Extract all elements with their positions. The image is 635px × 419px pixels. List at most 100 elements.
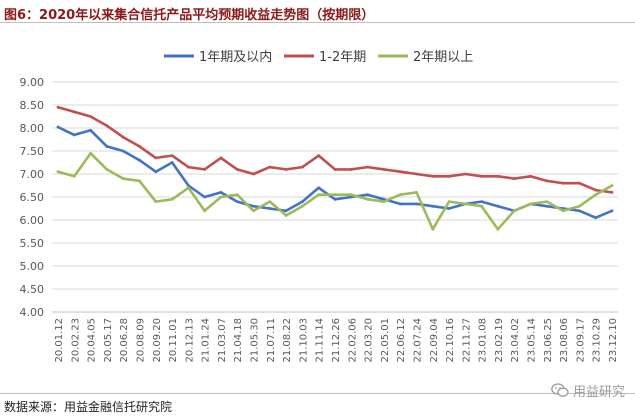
x-tick-label: 20.11.01 <box>168 318 179 363</box>
data-point <box>121 177 125 181</box>
data-point <box>170 154 174 158</box>
data-point <box>56 125 60 129</box>
y-tick-label: 8.50 <box>20 99 45 112</box>
x-tick-label: 21.11.14 <box>315 318 326 363</box>
data-point <box>349 168 353 171</box>
x-tick-label: 21.05.30 <box>250 318 261 363</box>
data-point <box>72 110 76 114</box>
data-point <box>578 181 581 185</box>
data-point <box>545 204 549 208</box>
data-point <box>545 200 549 204</box>
y-tick-label: 6.00 <box>20 214 45 227</box>
data-point <box>610 184 614 187</box>
x-tick-label: 21.03.07 <box>217 318 228 363</box>
x-tick-label: 23.05.14 <box>527 318 538 363</box>
data-point <box>480 204 484 208</box>
x-tick-label: 21.10.03 <box>298 318 309 363</box>
data-point <box>333 168 337 171</box>
x-tick-label: 21.12.26 <box>331 318 342 363</box>
data-point <box>382 200 386 204</box>
data-point <box>252 204 255 208</box>
x-tick-label: 22.11.27 <box>461 318 472 363</box>
data-point <box>105 145 109 148</box>
series-line <box>57 106 613 194</box>
data-point <box>268 165 272 169</box>
legend: 1年期及以内 1-2年期 2年期以上 <box>164 49 473 65</box>
data-point <box>317 193 321 197</box>
data-point <box>301 165 304 169</box>
series-line <box>57 152 613 231</box>
data-point <box>317 186 321 190</box>
x-tick-label: 20.12.13 <box>184 318 195 363</box>
data-point <box>415 172 418 176</box>
data-point <box>301 204 304 208</box>
x-axis: 20.01.12 20.02.23 20.04.05 20.05.17 20.06.28… <box>54 318 619 363</box>
x-tick-label: 23.01.08 <box>478 318 489 363</box>
data-point <box>89 128 92 132</box>
top-divider <box>0 22 635 23</box>
data-point <box>610 209 614 213</box>
line-chart: 1年期及以内 1-2年期 2年期以上 9.00 8.50 8.00 7.50 7.00 6.5… <box>20 49 620 363</box>
data-point <box>512 209 516 213</box>
data-point <box>333 197 337 201</box>
data-point <box>447 207 451 210</box>
data-point <box>366 193 369 197</box>
data-point <box>594 216 598 220</box>
x-tick-label: 23.10.29 <box>592 318 603 363</box>
x-tick-label: 20.05.17 <box>103 318 114 363</box>
y-tick-label: 4.50 <box>20 283 45 296</box>
y-tick-label: 8.00 <box>20 122 45 135</box>
data-point <box>415 202 418 206</box>
data-point <box>415 191 418 194</box>
data-point <box>349 193 353 197</box>
data-point <box>186 165 190 169</box>
data-point <box>284 209 288 213</box>
x-tick-label: 23.02.19 <box>494 318 505 363</box>
data-point <box>252 209 255 213</box>
y-tick-label: 5.00 <box>20 260 45 273</box>
source-note: 数据来源：用益金融信托研究院 <box>4 400 173 414</box>
data-point <box>480 174 484 178</box>
data-point <box>235 200 239 204</box>
y-tick-label: 7.50 <box>20 145 45 158</box>
data-point <box>398 193 402 197</box>
y-tick-label: 5.50 <box>20 237 45 250</box>
data-point <box>317 154 321 158</box>
data-point <box>512 177 516 181</box>
data-point <box>56 170 60 174</box>
legend-label: 1-2年期 <box>319 50 366 65</box>
data-point <box>496 174 500 178</box>
x-tick-label: 21.08.22 <box>282 318 293 363</box>
data-point <box>89 115 92 118</box>
data-point <box>268 200 272 204</box>
x-tick-label: 23.04.02 <box>510 318 521 363</box>
data-point <box>447 174 451 178</box>
data-point <box>301 200 304 204</box>
x-tick-label: 20.06.28 <box>119 318 130 363</box>
data-point <box>431 174 435 178</box>
x-tick-label: 22.06.12 <box>396 318 407 363</box>
x-tick-label: 22.03.20 <box>364 318 375 363</box>
data-point <box>121 135 125 139</box>
x-tick-label: 21.07.11 <box>266 318 277 363</box>
data-point <box>463 172 467 176</box>
data-point <box>594 188 598 192</box>
data-point <box>496 227 500 231</box>
data-point <box>366 165 369 169</box>
data-point <box>235 193 239 197</box>
y-tick-label: 6.50 <box>20 191 45 204</box>
data-point <box>496 204 500 208</box>
data-point <box>203 168 207 171</box>
data-point <box>284 214 288 217</box>
data-point <box>447 200 451 204</box>
data-point <box>431 204 435 208</box>
data-point <box>333 193 337 197</box>
data-point <box>349 195 353 199</box>
data-point <box>170 161 174 164</box>
data-point <box>578 204 581 208</box>
x-tick-label: 20.08.09 <box>135 318 146 363</box>
data-point <box>545 179 549 183</box>
data-point <box>398 202 402 206</box>
data-point <box>561 209 565 213</box>
data-point <box>72 133 76 137</box>
